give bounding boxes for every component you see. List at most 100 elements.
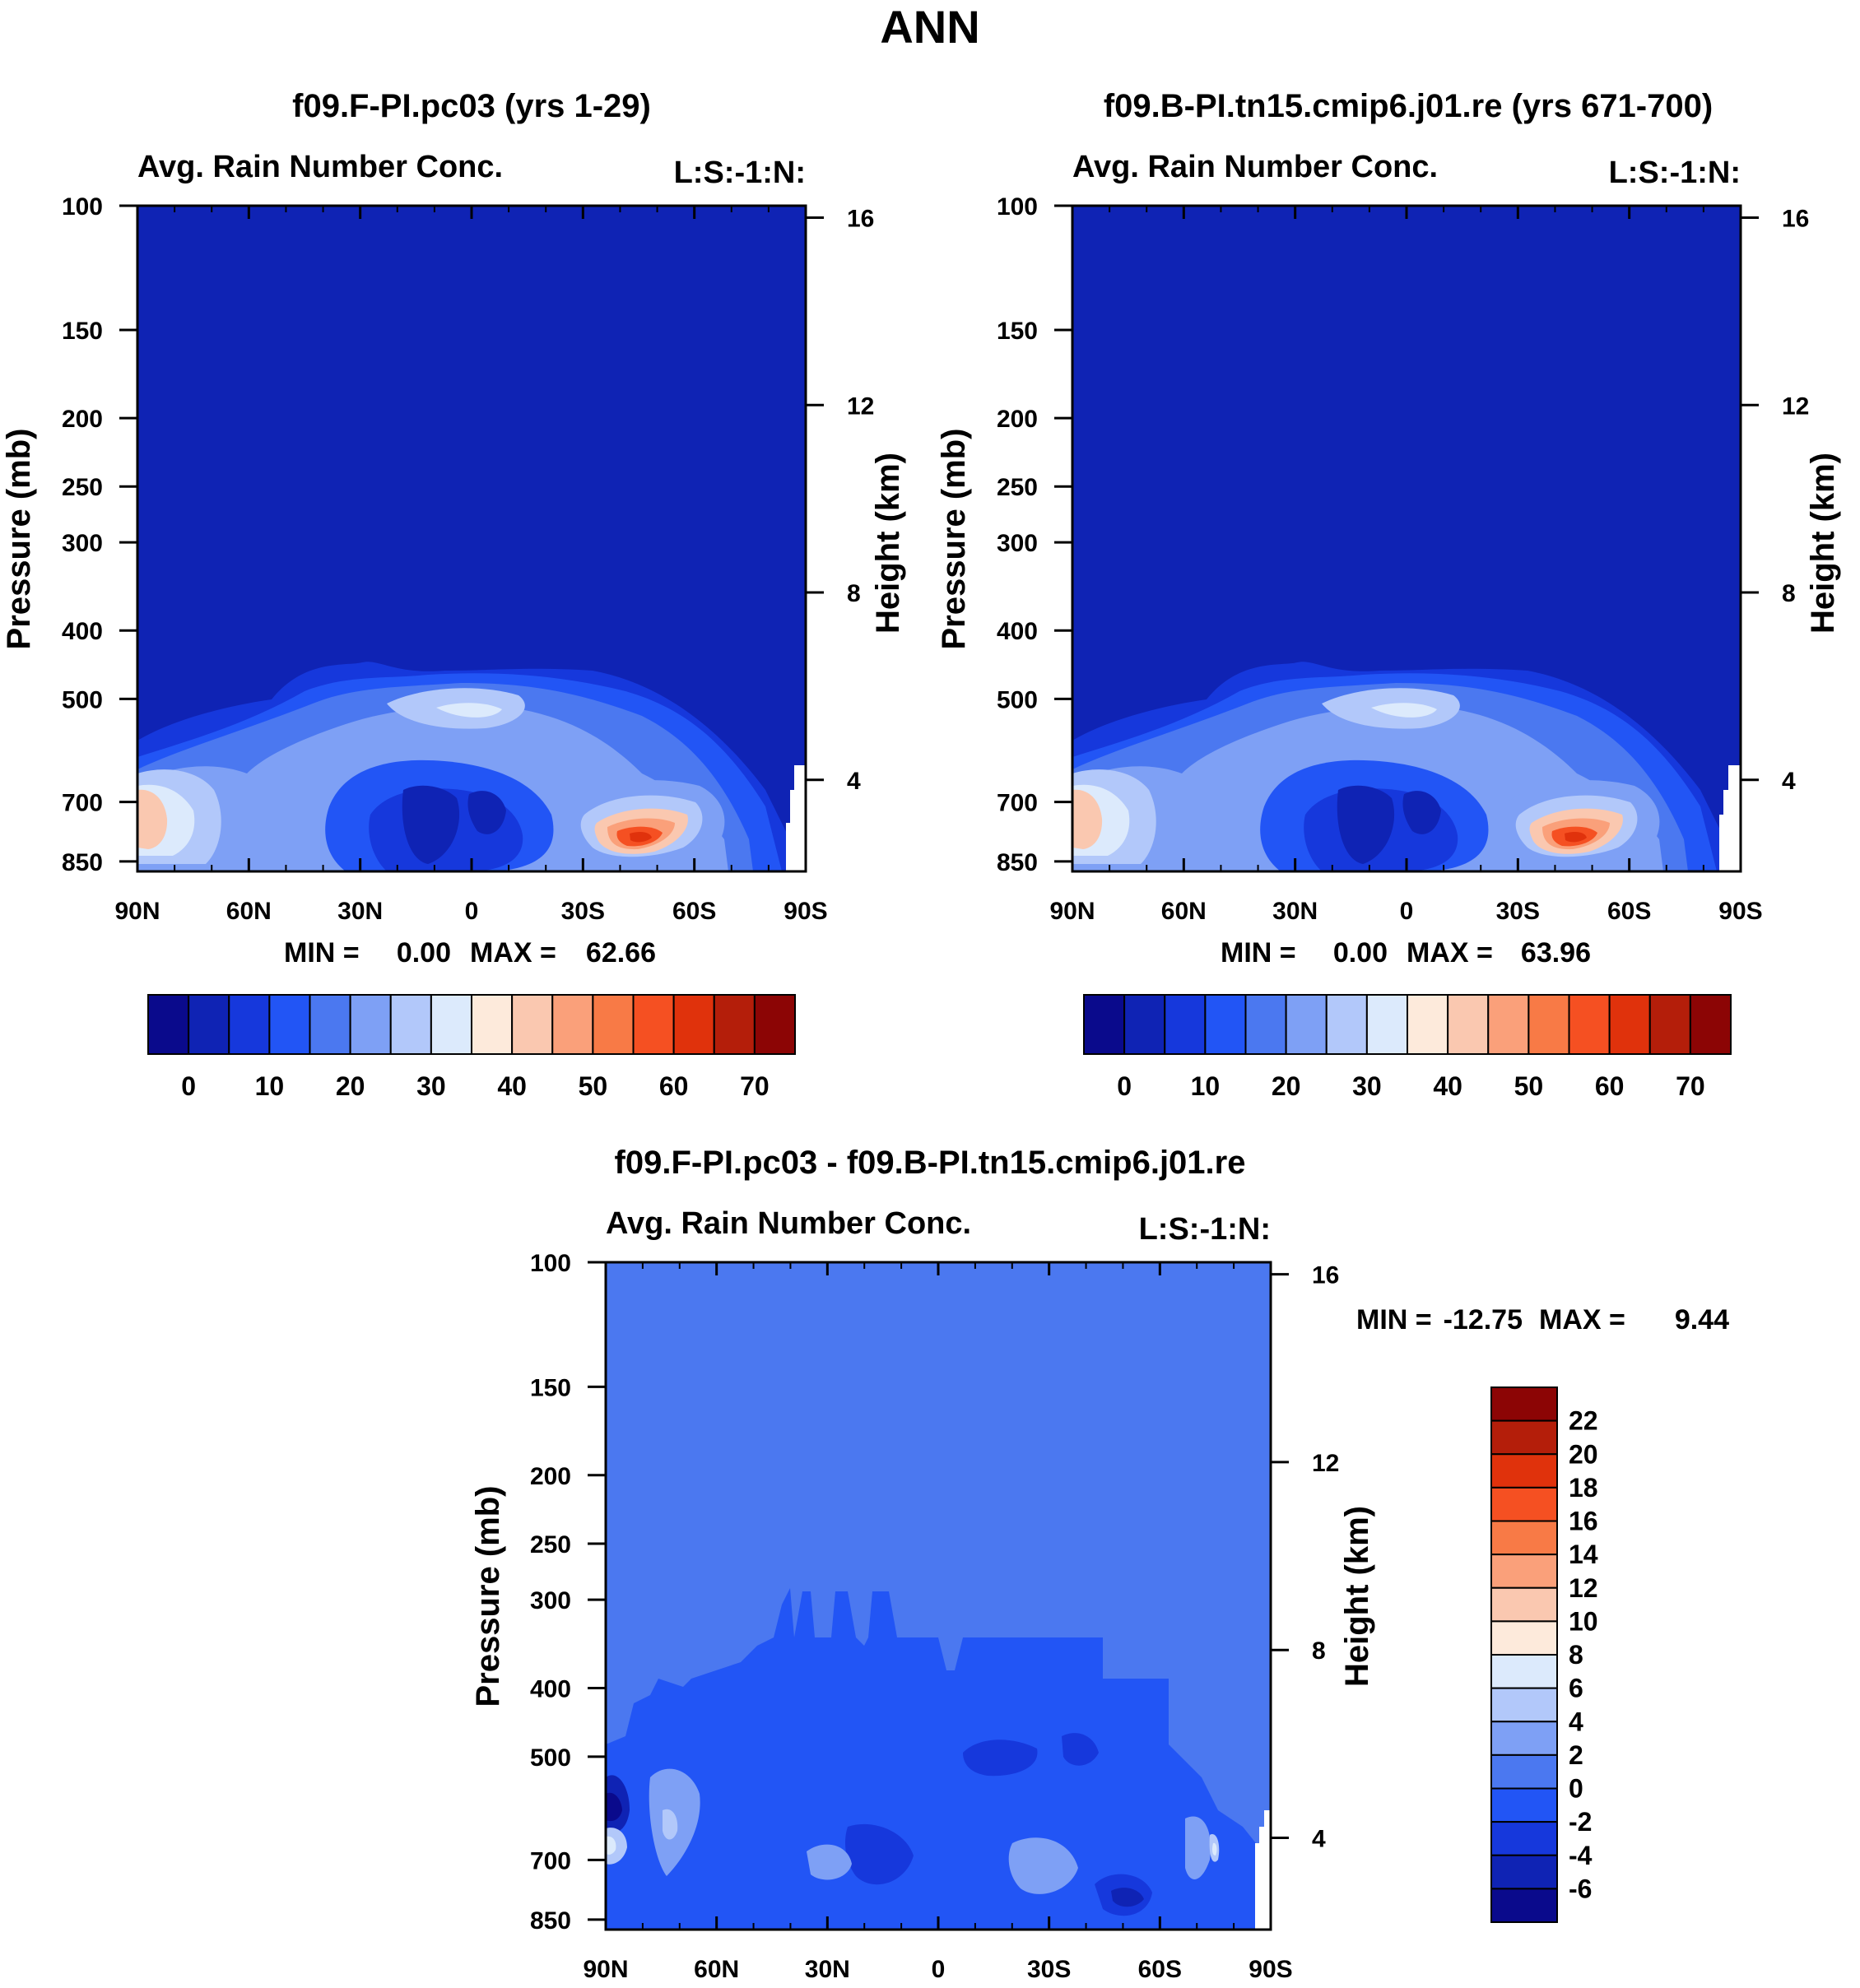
x-tick-label: 30N: [805, 1956, 850, 1983]
colorbar-label: 4: [1569, 1707, 1583, 1736]
colorbar-label: 10: [1191, 1071, 1221, 1101]
colorbar-box: [1528, 994, 1570, 1055]
colorbar-label: 18: [1569, 1473, 1598, 1503]
missing-data-mask: [786, 765, 806, 871]
colorbar-box: [1490, 1453, 1558, 1489]
y-tick-label: 850: [62, 849, 103, 876]
variable-code: L:S:-1:N:: [1609, 156, 1741, 190]
colorbar-box: [309, 994, 351, 1055]
y-axis-label: Pressure (mb): [936, 429, 972, 650]
x-tick-label: 60N: [694, 1956, 739, 1983]
contour-arctic-peak: [137, 789, 168, 849]
colorbar-box: [430, 994, 472, 1055]
x-tick-label: 30S: [1027, 1956, 1071, 1983]
contour-field: [606, 1262, 1271, 1930]
height-tick-label: 12: [1312, 1450, 1339, 1477]
colorbar-box: [349, 994, 392, 1055]
x-tick-label: 30S: [561, 898, 605, 925]
colorbar-box: [1490, 1654, 1558, 1689]
colorbar-label: 20: [1569, 1439, 1598, 1469]
contour-neg-min: [606, 1792, 622, 1822]
y-tick-label: 500: [62, 686, 103, 713]
missing-data-mask: [1719, 765, 1741, 871]
colorbar-box: [1490, 1687, 1558, 1723]
colorbar-box: [1490, 1386, 1558, 1422]
colorbar-box: [1490, 1554, 1558, 1589]
contour-pos-4: [606, 1809, 1220, 1865]
colorbar-box: [228, 994, 271, 1055]
y-tick-label: 200: [62, 406, 103, 433]
x-tick-label: 0: [465, 898, 479, 925]
y-tick-label: 500: [997, 686, 1038, 713]
height-tick-label: 16: [1782, 206, 1809, 233]
x-tick-label: 90S: [1249, 1956, 1292, 1983]
colorbar-box: [1325, 994, 1368, 1055]
y-tick-label: 150: [997, 318, 1038, 345]
x-tick-label: 60S: [1607, 898, 1651, 925]
colorbar-box: [1689, 994, 1732, 1055]
colorbar-box: [713, 994, 756, 1055]
x-tick-label: 60S: [672, 898, 716, 925]
max-value: 63.96: [1521, 937, 1591, 968]
max-value: 62.66: [586, 937, 656, 968]
max-label: MAX =: [1539, 1304, 1625, 1335]
colorbar-label: 50: [1514, 1071, 1544, 1101]
colorbar-box: [188, 994, 230, 1055]
height-tick-label: 16: [847, 206, 874, 233]
colorbar-box: [1490, 1586, 1558, 1623]
height-tick-label: 8: [847, 580, 861, 607]
contour-dry-min: [402, 785, 506, 864]
variable-name: Avg. Rain Number Conc.: [137, 150, 503, 184]
colorbar-label: 10: [255, 1071, 285, 1101]
y-tick-label: 100: [530, 1250, 571, 1277]
variable-code: L:S:-1:N:: [674, 156, 806, 190]
axes: 90N 60N 30N 0 30S 60S 90S 100 150 200 250 300 400 500…: [62, 193, 874, 925]
colorbar-box: [1490, 1787, 1558, 1823]
colorbar-label: 30: [416, 1071, 446, 1101]
colorbar-label: 40: [1433, 1071, 1462, 1101]
variable-code: L:S:-1:N:: [1139, 1212, 1271, 1247]
x-tick-label: 0: [932, 1956, 946, 1983]
y-axis-label: Pressure (mb): [1, 429, 37, 650]
y-tick-label: 400: [997, 618, 1038, 645]
variable-name: Avg. Rain Number Conc.: [1072, 150, 1438, 184]
height-tick-label: 4: [847, 768, 861, 795]
min-value: 0.00: [397, 937, 451, 968]
colorbar-box: [268, 994, 311, 1055]
axes: 90N 60N 30N 0 30S 60S 90S 100 150 200 250 300 400 500…: [997, 193, 1809, 925]
y-axis-label: Pressure (mb): [470, 1486, 506, 1707]
x-tick-label: 0: [1400, 898, 1414, 925]
y-tick-label: 300: [997, 530, 1038, 557]
panel-experiment: f09.B-PI.tn15.cmip6.j01.re (yrs 671-700)…: [936, 88, 1841, 1101]
colorbar-box: [1490, 1854, 1558, 1890]
contour-field: [137, 206, 806, 871]
variable-name: Avg. Rain Number Conc.: [606, 1206, 971, 1241]
x-tick-label: 90S: [784, 898, 827, 925]
colorbar-box: [753, 994, 796, 1055]
colorbar-box: [1285, 994, 1328, 1055]
colorbar-box: [1083, 994, 1126, 1055]
y-tick-label: 250: [62, 474, 103, 501]
y-tick-label: 300: [62, 530, 103, 557]
y-tick-label: 200: [530, 1463, 571, 1490]
colorbar: 0 10 20 30 40 50 60 70: [147, 994, 796, 1101]
colorbar-label: 0: [181, 1071, 196, 1101]
height-tick-label: 8: [1312, 1637, 1326, 1665]
colorbar-box: [551, 994, 594, 1055]
height-tick-label: 12: [847, 392, 874, 420]
colorbar-box: [1407, 994, 1449, 1055]
colorbar-label: 0: [1117, 1071, 1132, 1101]
colorbar-box: [1490, 1419, 1558, 1456]
height-tick-label: 8: [1782, 580, 1796, 607]
colorbar-box: [1490, 1721, 1558, 1756]
colorbar-label: -6: [1569, 1874, 1592, 1903]
colorbar-label: 20: [336, 1071, 365, 1101]
colorbar-label: 20: [1272, 1071, 1301, 1101]
y-tick-label: 100: [997, 193, 1038, 221]
colorbar-box: [672, 994, 715, 1055]
colorbar-label: 22: [1569, 1406, 1598, 1436]
colorbar-box: [1204, 994, 1247, 1055]
colorbar-box: [592, 994, 635, 1055]
colorbar-label: 14: [1569, 1540, 1598, 1569]
min-label: MIN =: [1221, 937, 1296, 968]
